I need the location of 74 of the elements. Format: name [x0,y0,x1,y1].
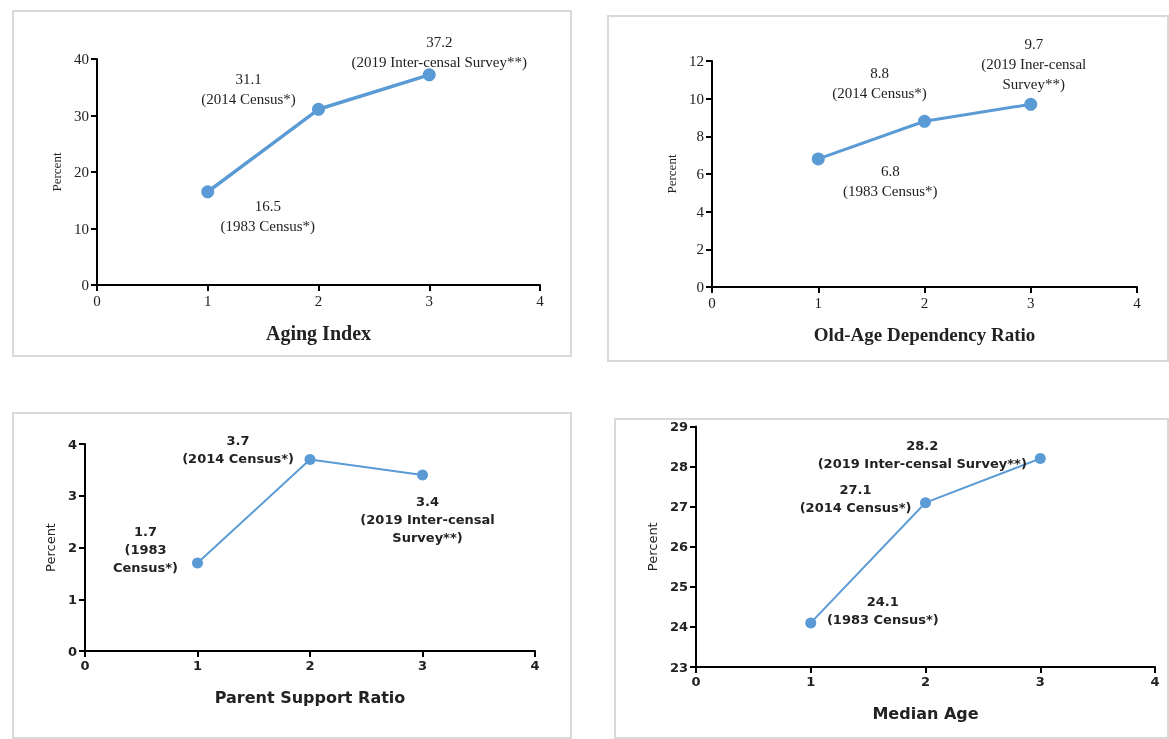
data-label: 37.2 (2019 Inter-censal Survey**) [351,33,527,71]
x-axis-title: Old-Age Dependency Ratio [813,324,1036,345]
x-tick-label: 1 [192,658,203,673]
point [201,185,215,199]
y-tick-label: 10 [689,90,704,107]
x-tick-label: 2 [314,292,323,309]
x-tick-label: 0 [93,292,101,309]
x-tick-label: 3 [1035,674,1045,689]
x-tick-label: 1 [814,294,822,311]
data-label: 16.5 (1983 Census*) [220,197,316,235]
point [304,454,316,466]
data-label: 27.1 (2014 Census*) [799,482,912,516]
x-tick-label: 1 [204,292,212,309]
y-tick-label: 10 [74,220,89,237]
data-label: 1.7 (1983 Census*) [112,523,179,575]
point [1034,453,1046,465]
y-tick-label: 4 [696,203,705,220]
y-tick-label: 25 [669,579,688,595]
point [918,114,931,128]
point [920,497,931,509]
y-tick-label: 1 [67,591,77,607]
y-tick-label: 8 [696,128,704,145]
x-tick-label: 4 [536,292,545,309]
y-tick-label: 0 [81,277,89,293]
y-tick-label: 28 [669,459,688,475]
y-tick-label: 0 [67,643,77,659]
y-tick-label: 20 [74,164,89,180]
x-tick-label: 3 [425,292,433,309]
y-axis-title: Percent [43,523,58,572]
x-tick-label: 4 [1133,294,1142,311]
x-axis-title: Aging Index [265,322,372,345]
point [312,102,325,116]
data-label: 24.1 (1983 Census*) [826,594,939,628]
point [417,469,428,481]
x-tick-label: 0 [708,294,716,311]
x-tick-label: 4 [530,658,540,673]
y-axis-title: Percent [664,154,680,194]
x-axis-title: Median Age [872,703,979,723]
y-tick-label: 26 [669,539,688,555]
data-label: 28.2 (2019 Inter-censal Survey**) [817,438,1027,472]
y-tick-label: 2 [67,540,77,555]
point [192,557,203,569]
y-axis-title: Percent [645,522,661,572]
point [811,152,825,166]
y-tick-label: 3 [67,488,77,504]
x-tick-label: 3 [1027,294,1035,311]
y-tick-label: 4 [67,436,77,452]
y-tick-label: 24 [669,619,688,635]
data-label: 31.1 (2014 Census*) [201,71,296,109]
point [1024,97,1038,111]
data-label: 9.7 (2019 Iner-censal Survey**) [981,36,1087,94]
x-tick-label: 3 [417,658,428,673]
x-tick-label: 2 [920,294,929,311]
y-tick-label: 23 [669,659,688,675]
y-axis-title: Percent [49,152,65,192]
x-axis-title: Parent Support Ratio [214,687,406,707]
y-tick-label: 27 [669,499,688,515]
y-tick-label: 6 [696,166,705,182]
x-tick-label: 2 [305,658,315,673]
x-tick-label: 2 [920,674,931,689]
y-tick-label: 29 [669,419,688,434]
y-tick-label: 2 [696,241,704,258]
y-tick-label: 40 [74,51,89,67]
data-label: 8.8 (2014 Census*) [832,65,927,103]
x-tick-label: 1 [806,674,816,689]
y-tick-label: 30 [74,107,89,124]
y-tick-label: 12 [689,53,704,69]
y-tick-label: 0 [696,279,704,295]
data-label: 3.4 (2019 Inter-censal Survey**) [360,493,495,545]
point [422,68,436,82]
data-label: 6.8 (1983 Census*) [842,162,938,200]
x-tick-label: 4 [1150,674,1160,689]
point [805,617,817,629]
data-label: 3.7 (2014 Census*) [182,433,294,467]
